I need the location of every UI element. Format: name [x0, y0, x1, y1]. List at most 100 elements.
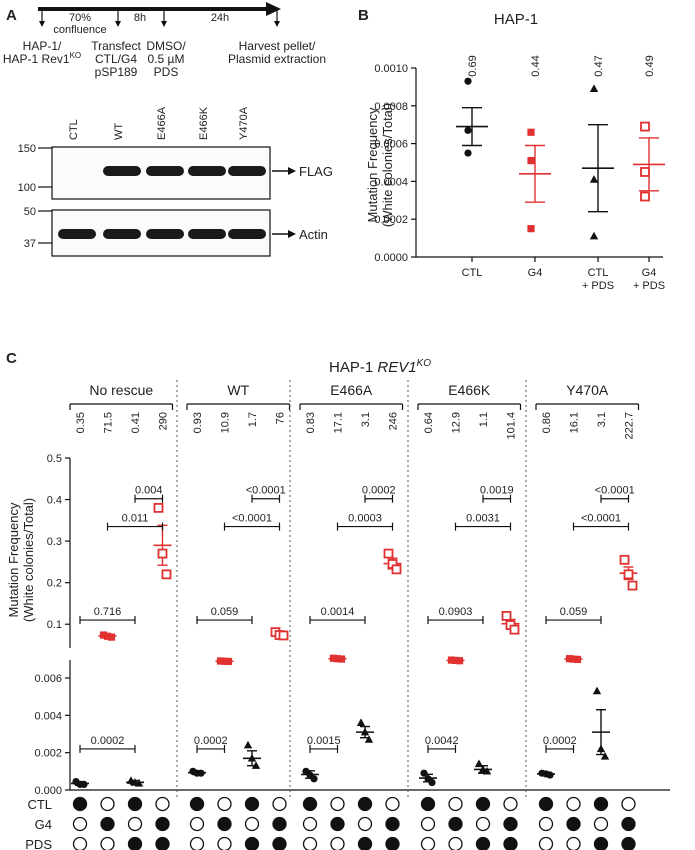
chart-c-data-point	[197, 769, 205, 777]
chart-c-top-value: 1.1	[478, 412, 490, 427]
chart-c-group-label: Y470A	[566, 382, 609, 398]
chart-b-data-point	[640, 121, 650, 132]
chart-c-pvalue-label: <0.0001	[581, 513, 621, 525]
chart-c-data-point	[623, 569, 634, 580]
condition-off-indicator	[302, 816, 318, 832]
chart-c-pvalue-label: 0.0042	[425, 735, 459, 747]
chart-c-data-point	[99, 631, 108, 639]
timeline-event-text: DMSO/	[146, 39, 186, 53]
chart-b-y-label: (White colonies/Total)	[380, 103, 395, 227]
chart-b-top-value: 0.44	[530, 55, 542, 76]
condition-on-indicator	[272, 816, 287, 832]
timeline-interval-label: 24h	[211, 12, 229, 24]
chart-c-group-label: E466K	[448, 382, 491, 398]
condition-on-indicator	[155, 836, 170, 850]
timeline-interval-label: confluence	[53, 24, 106, 36]
timeline-interval-label: 70%	[69, 12, 91, 24]
condition-off-indicator	[330, 836, 345, 850]
chart-c-top-value: 3.1	[360, 412, 372, 427]
timeline-event-text: Harvest pellet/	[239, 39, 316, 53]
chart-c-pvalue-label: 0.0002	[543, 735, 577, 747]
chart-c-data-point	[153, 502, 164, 513]
chart-b-data-point	[640, 167, 650, 177]
chart-c-data-point	[474, 759, 484, 768]
chart-b-data-point	[589, 175, 599, 183]
chart-b-x-tick-label: G4	[528, 267, 543, 279]
chart-c-pvalue-label: <0.0001	[595, 485, 635, 497]
blot-band	[146, 229, 184, 239]
chart-c-data-point	[364, 735, 374, 743]
condition-on-indicator	[566, 816, 581, 832]
chart-b-y-tick-label: 0.0008	[374, 101, 408, 113]
condition-on-indicator	[621, 836, 636, 850]
chart-c-data-point	[383, 548, 394, 559]
chart-c-top-value: 246	[388, 412, 400, 430]
condition-on-indicator	[302, 796, 318, 812]
condition-off-indicator	[217, 796, 232, 812]
chart-c-data-point	[391, 564, 402, 575]
chart-c-data-point	[337, 655, 346, 663]
chart-c-top-value: 0.83	[305, 412, 317, 433]
chart-c-data-point	[482, 766, 492, 775]
chart-c-title-gene: REV1	[377, 359, 416, 376]
chart-b-y-tick-label: 0.0000	[374, 252, 408, 264]
condition-on-indicator	[475, 836, 491, 850]
chart-c-condition-row-label: CTL	[27, 797, 52, 812]
condition-off-indicator	[357, 816, 373, 832]
chart-c-y-tick-label: 0.006	[34, 673, 62, 685]
timeline-tick-head	[274, 21, 280, 27]
blot-band	[146, 166, 184, 176]
chart-c-top-value: 222.7	[624, 412, 636, 440]
chart-b-top-value: 0.69	[467, 55, 479, 76]
chart-c-group-label: WT	[227, 382, 249, 398]
chart-c-data-point	[243, 740, 253, 749]
timeline-event-text: PDS	[154, 65, 179, 79]
panel-a-label: A	[6, 7, 17, 24]
chart-c-data-point	[455, 657, 464, 665]
chart-c-data-point	[224, 657, 233, 666]
chart-c-group-label: E466A	[330, 382, 373, 398]
condition-on-indicator	[593, 796, 609, 812]
blot-band	[58, 229, 96, 239]
chart-c-top-value: 71.5	[103, 412, 115, 433]
chart-b-data-point	[589, 231, 599, 240]
chart-c-y-label: (White colonies/Total)	[21, 498, 36, 622]
chart-b-data-point	[527, 157, 535, 165]
chart-c-pvalue-label: 0.0903	[439, 606, 473, 618]
chart-c-data-point	[546, 771, 554, 779]
condition-off-indicator	[475, 816, 491, 832]
timeline-event-text: HAP-1/	[23, 39, 62, 53]
condition-on-indicator	[593, 836, 609, 850]
condition-off-indicator	[189, 836, 205, 850]
chart-c-data-point	[501, 611, 512, 621]
chart-c-data-point	[596, 744, 606, 753]
panel-c-label: C	[6, 350, 17, 367]
condition-off-indicator	[420, 836, 436, 850]
chart-c-data-point	[600, 752, 610, 760]
chart-c-pvalue-label: <0.0001	[232, 513, 272, 525]
chart-c-top-value: 16.1	[569, 412, 581, 433]
chart-c-y-tick-label: 0.4	[47, 495, 62, 507]
chart-c-top-value: 0.64	[423, 412, 435, 433]
chart-c-pvalue-label: 0.0014	[321, 606, 355, 618]
blot-size-marker: 50	[24, 206, 36, 218]
condition-off-indicator	[538, 836, 554, 850]
condition-off-indicator	[155, 796, 170, 812]
chart-c-data-point	[161, 569, 172, 580]
condition-off-indicator	[100, 796, 115, 812]
chart-c-pvalue-label: 0.0015	[307, 735, 341, 747]
chart-c-y-tick-label: 0.1	[47, 619, 62, 631]
blot-lane-label: E466K	[198, 106, 210, 140]
chart-c-top-value: 3.1	[596, 412, 608, 427]
chart-c-data-point	[220, 657, 229, 665]
chart-c-top-value: 76	[275, 412, 287, 424]
blot-band	[188, 166, 226, 176]
blot-size-marker: 37	[24, 238, 36, 250]
chart-b-x-tick-label: G4	[642, 267, 657, 279]
chart-c-condition-row-label: G4	[35, 817, 52, 832]
blot-target-label: FLAG	[299, 164, 333, 179]
chart-b-data-point	[527, 128, 535, 136]
blot-lane-label: E466A	[156, 106, 168, 140]
chart-c-title-superscript: KO	[417, 358, 432, 369]
